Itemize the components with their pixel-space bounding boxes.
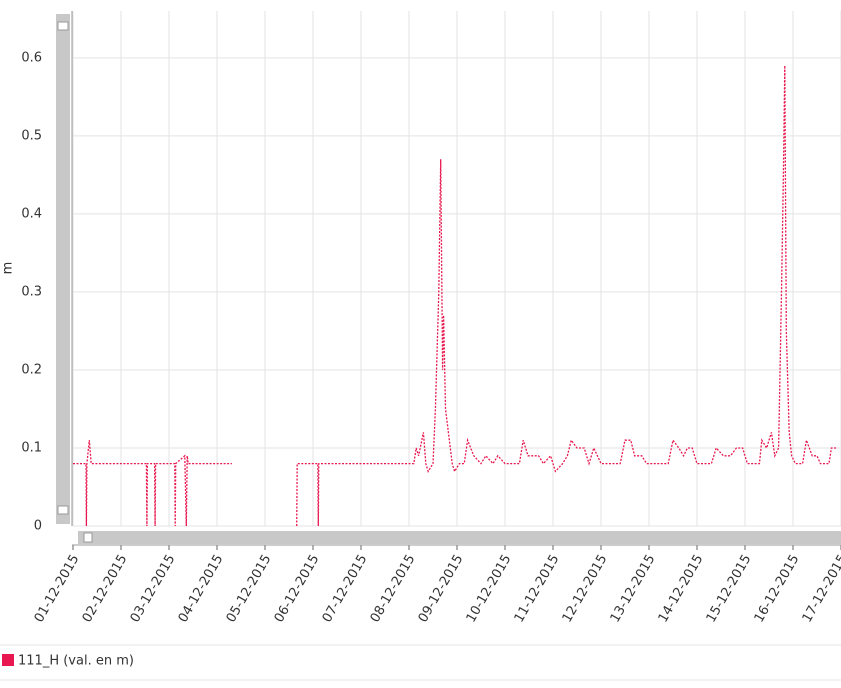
x-tick-label: 11-12-2015 xyxy=(512,552,563,625)
x-tick-label: 17-12-2015 xyxy=(800,552,841,625)
y-tick-label: 0.4 xyxy=(21,206,42,221)
x-tick-label: 04-12-2015 xyxy=(176,552,227,625)
x-tick-label: 05-12-2015 xyxy=(224,552,275,625)
y-tick-label: 0.3 xyxy=(21,284,42,299)
vertical-scrollbar[interactable] xyxy=(56,14,70,524)
legend-label: 111_H (val. en m) xyxy=(18,654,134,669)
x-tick-label: 09-12-2015 xyxy=(416,552,467,625)
horizontal-scrollbar[interactable] xyxy=(78,531,841,544)
y-tick-label: 0.5 xyxy=(21,128,42,143)
y-tick-label: 0.6 xyxy=(21,50,42,65)
x-tick-label: 16-12-2015 xyxy=(752,552,803,625)
x-tick-label: 07-12-2015 xyxy=(320,552,371,625)
x-tick-label: 08-12-2015 xyxy=(368,552,419,625)
legend-swatch xyxy=(2,654,14,666)
x-tick-label: 13-12-2015 xyxy=(608,552,659,625)
y-tick-label: 0.1 xyxy=(21,440,42,455)
x-tick-label: 14-12-2015 xyxy=(656,552,707,625)
x-tick-label: 06-12-2015 xyxy=(272,552,323,625)
data-line xyxy=(73,65,837,527)
x-tick-label: 12-12-2015 xyxy=(560,552,611,625)
y-tick-label: 0 xyxy=(34,519,42,534)
x-tick-label: 15-12-2015 xyxy=(704,552,755,625)
x-tick-label: 10-12-2015 xyxy=(464,552,515,625)
y-axis-label: m xyxy=(1,262,16,275)
x-tick-label: 02-12-2015 xyxy=(80,552,131,625)
x-tick-label: 03-12-2015 xyxy=(128,552,179,625)
y-tick-label: 0.2 xyxy=(21,362,42,377)
x-tick-label: 01-12-2015 xyxy=(32,552,83,625)
